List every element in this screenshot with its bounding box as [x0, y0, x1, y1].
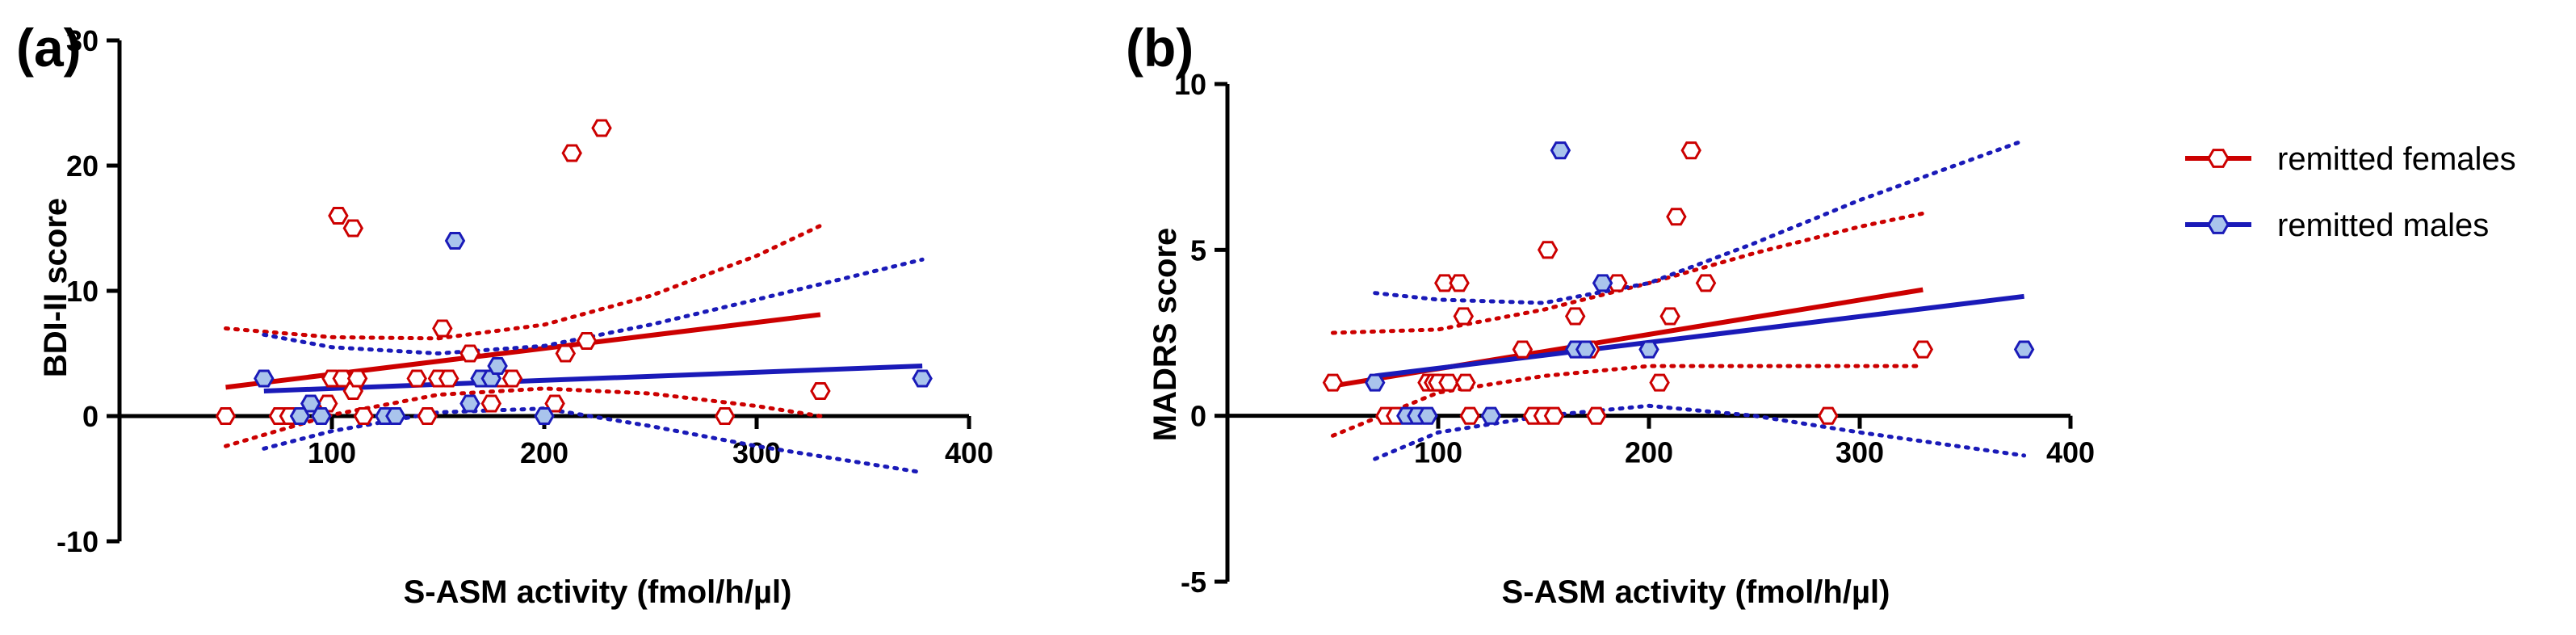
panel-a-x-tick-label: 100	[308, 436, 356, 469]
panel-b-females-point	[1322, 373, 1344, 392]
legend-item-females: remitted females	[2185, 141, 2516, 177]
panel-b-males-point	[1592, 274, 1613, 292]
panel-a-females-point	[342, 219, 364, 238]
legend-males-hexagon-icon	[2207, 215, 2230, 234]
panel-b-y-tick-label: 10	[1174, 68, 1206, 101]
legend-females-label: remitted females	[2277, 141, 2516, 177]
panel-a-bdi-chart: (a) BDI-II score S-ASM activity (fmol/h/…	[16, 18, 993, 610]
panel-a-y-tick-label: 30	[66, 24, 99, 57]
panel-a-males-point	[459, 394, 480, 413]
panel-a-females-point	[576, 332, 598, 350]
panel-a-males-point	[444, 232, 466, 250]
panel-a-females-point	[544, 394, 565, 413]
panel-a-females-point	[353, 407, 375, 425]
panel-b-males-regression-line	[1374, 293, 2024, 379]
panel-b-label: (b)	[1126, 18, 1194, 78]
panel-a-females-point	[810, 382, 831, 400]
panel-b-females-point	[1564, 307, 1586, 326]
panel-a-females-regression-line	[225, 312, 821, 390]
panel-a-males-point	[311, 407, 332, 425]
panel-a-x-tick-label: 400	[945, 436, 993, 469]
panel-a-females-point	[480, 394, 502, 413]
panel-a-y-tick-label: -10	[57, 525, 99, 558]
panel-b-females-point	[1455, 373, 1476, 392]
panel-a-x-axis-title: S-ASM activity (fmol/h/µl)	[404, 574, 792, 610]
panel-a-females-point	[432, 319, 453, 338]
panel-a-females-point	[438, 369, 459, 388]
panel-b-males-ci-upper-band	[1373, 138, 2027, 305]
panel-b-x-axis-title: S-ASM activity (fmol/h/µl)	[1502, 574, 1890, 610]
panel-b-females-point	[1449, 274, 1470, 292]
panel-b-males-point	[1364, 373, 1386, 392]
panel-b-y-tick-label: -5	[1181, 566, 1206, 599]
panel-b-x-tick-label: 300	[1836, 436, 1884, 469]
panel-b-males-point	[1480, 406, 1502, 425]
panel-a-males-point	[254, 369, 275, 388]
panel-a-females-point	[346, 369, 368, 388]
legend-males-label: remitted males	[2277, 208, 2489, 243]
panel-b-females-ci-upper-band	[1331, 211, 1925, 335]
legend-item-males: remitted males	[2185, 208, 2489, 243]
panel-b-x-tick-label: 400	[2046, 436, 2095, 469]
panel-b-females-point	[1680, 141, 1701, 160]
panel-a-females-point	[417, 407, 438, 425]
panel-a-plot-area: -10 0 10 20 30 100 200 300 400	[57, 24, 993, 558]
panel-b-males-point	[1638, 340, 1659, 359]
panel-a-males-point	[534, 407, 555, 425]
panel-b-females-point	[1586, 406, 1607, 425]
panel-b-males-point	[2013, 340, 2035, 359]
panel-a-label: (a)	[16, 18, 82, 78]
panel-b-females-point	[1695, 274, 1717, 292]
panel-b-females-point	[1438, 373, 1459, 392]
panel-a-y-tick-label: 0	[82, 400, 99, 433]
legend: remitted females remitted males	[2185, 141, 2516, 243]
panel-b-females-point	[1649, 373, 1670, 392]
panel-a-y-tick-label: 10	[66, 275, 99, 308]
panel-a-females-point	[215, 407, 237, 425]
panel-b-females-point	[1512, 340, 1533, 359]
panel-a-y-axis-title: BDI-II score	[38, 198, 73, 377]
panel-b-y-tick-label: 0	[1190, 400, 1206, 433]
panel-a-females-point	[561, 144, 582, 162]
panel-b-y-tick-label: 5	[1190, 233, 1206, 267]
panel-a-females-point	[591, 119, 612, 137]
panel-b-females-point	[1912, 340, 1934, 359]
panel-b-females-point	[1666, 208, 1687, 226]
panel-a-females-point	[328, 207, 349, 225]
panel-b-males-point	[1575, 340, 1596, 359]
panel-b-females-point	[1659, 307, 1680, 326]
panel-b-females-point	[1453, 307, 1475, 326]
panel-a-females-point	[501, 369, 523, 388]
panel-b-plot-area: -5 0 5 10 100 200 300 400	[1174, 68, 2095, 599]
panel-a-females-point	[459, 344, 480, 363]
panel-b-y-axis-title: MADRS score	[1147, 228, 1183, 442]
panel-b-madrs-chart: (b) MADRS score S-ASM activity (fmol/h/µ…	[1126, 18, 2095, 610]
panel-b-males-point	[1417, 406, 1438, 425]
panel-a-females-point	[555, 344, 577, 363]
legend-females-hexagon-icon	[2207, 149, 2230, 168]
panel-a-males-point	[912, 369, 933, 388]
panel-a-females-point	[714, 407, 736, 425]
panel-a-males-ci-upper-band	[262, 257, 925, 356]
panel-a-females-point	[406, 369, 427, 388]
panel-a-females-ci-lower-band	[224, 386, 823, 448]
panel-b-females-point	[1537, 241, 1559, 259]
panel-b-females-ci-lower-band	[1331, 364, 1925, 438]
panel-a-males-point	[487, 357, 508, 375]
panel-b-males-ci-lower-band	[1373, 403, 2027, 461]
panel-b-females-point	[1459, 406, 1480, 425]
panel-a-females-ci-upper-band	[224, 223, 823, 341]
panel-a-males-regression-line	[263, 364, 923, 393]
panel-b-females-point	[1434, 274, 1455, 292]
panel-a-y-tick-label: 20	[66, 149, 99, 183]
panel-b-females-point	[1543, 406, 1565, 425]
panel-b-x-tick-label: 100	[1414, 436, 1462, 469]
panel-b-males-point	[1550, 141, 1571, 160]
panel-a-x-tick-label: 300	[732, 436, 781, 469]
panel-b-females-point	[1818, 406, 1839, 425]
panel-a-males-point	[385, 407, 406, 425]
panel-b-x-tick-label: 200	[1625, 436, 1673, 469]
panel-a-x-tick-label: 200	[520, 436, 568, 469]
